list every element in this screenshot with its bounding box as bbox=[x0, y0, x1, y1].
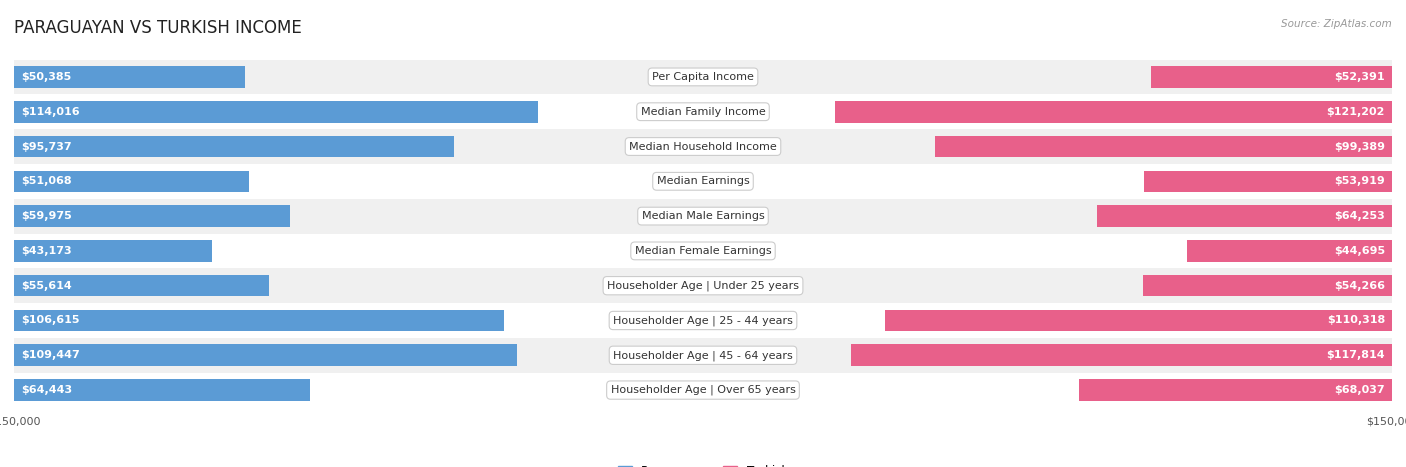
Text: $68,037: $68,037 bbox=[1334, 385, 1385, 395]
Text: Median Family Income: Median Family Income bbox=[641, 107, 765, 117]
Text: Householder Age | 45 - 64 years: Householder Age | 45 - 64 years bbox=[613, 350, 793, 361]
Text: $59,975: $59,975 bbox=[21, 211, 72, 221]
Bar bbox=[14, 205, 290, 227]
Text: $110,318: $110,318 bbox=[1327, 316, 1385, 325]
Text: $52,391: $52,391 bbox=[1334, 72, 1385, 82]
Text: $51,068: $51,068 bbox=[21, 177, 72, 186]
Bar bbox=[1144, 170, 1392, 192]
Text: Householder Age | Over 65 years: Householder Age | Over 65 years bbox=[610, 385, 796, 396]
Bar bbox=[14, 345, 517, 366]
Bar bbox=[14, 66, 246, 88]
Text: $109,447: $109,447 bbox=[21, 350, 80, 360]
Text: Median Household Income: Median Household Income bbox=[628, 142, 778, 151]
Text: $64,253: $64,253 bbox=[1334, 211, 1385, 221]
Bar bbox=[1143, 275, 1392, 297]
Text: Per Capita Income: Per Capita Income bbox=[652, 72, 754, 82]
Bar bbox=[14, 310, 503, 331]
Bar bbox=[835, 101, 1392, 122]
Text: Source: ZipAtlas.com: Source: ZipAtlas.com bbox=[1281, 19, 1392, 28]
Bar bbox=[1152, 66, 1392, 88]
Text: $53,919: $53,919 bbox=[1334, 177, 1385, 186]
Text: Householder Age | Under 25 years: Householder Age | Under 25 years bbox=[607, 281, 799, 291]
Text: $50,385: $50,385 bbox=[21, 72, 72, 82]
Text: $44,695: $44,695 bbox=[1334, 246, 1385, 256]
Bar bbox=[14, 129, 1392, 164]
Bar bbox=[14, 94, 1392, 129]
Bar bbox=[14, 59, 1392, 94]
Bar bbox=[14, 269, 1392, 303]
Bar bbox=[14, 373, 1392, 408]
Text: $64,443: $64,443 bbox=[21, 385, 72, 395]
Text: $114,016: $114,016 bbox=[21, 107, 80, 117]
Bar bbox=[14, 234, 1392, 269]
Text: $54,266: $54,266 bbox=[1334, 281, 1385, 290]
Bar bbox=[14, 164, 1392, 198]
Text: $95,737: $95,737 bbox=[21, 142, 72, 151]
Legend: Paraguayan, Turkish: Paraguayan, Turkish bbox=[613, 460, 793, 467]
Text: $121,202: $121,202 bbox=[1327, 107, 1385, 117]
Bar bbox=[935, 136, 1392, 157]
Bar bbox=[1187, 240, 1392, 262]
Text: $99,389: $99,389 bbox=[1334, 142, 1385, 151]
Text: Householder Age | 25 - 44 years: Householder Age | 25 - 44 years bbox=[613, 315, 793, 326]
Bar bbox=[14, 379, 311, 401]
Bar bbox=[14, 275, 270, 297]
Text: $43,173: $43,173 bbox=[21, 246, 72, 256]
Bar bbox=[14, 338, 1392, 373]
Bar bbox=[1097, 205, 1392, 227]
Text: Median Earnings: Median Earnings bbox=[657, 177, 749, 186]
Text: $55,614: $55,614 bbox=[21, 281, 72, 290]
Bar bbox=[851, 345, 1392, 366]
Bar bbox=[1080, 379, 1392, 401]
Bar bbox=[886, 310, 1392, 331]
Bar bbox=[14, 198, 1392, 234]
Text: $106,615: $106,615 bbox=[21, 316, 80, 325]
Text: Median Male Earnings: Median Male Earnings bbox=[641, 211, 765, 221]
Bar bbox=[14, 170, 249, 192]
Bar bbox=[14, 240, 212, 262]
Bar bbox=[14, 136, 454, 157]
Bar bbox=[14, 303, 1392, 338]
Text: $117,814: $117,814 bbox=[1326, 350, 1385, 360]
Text: Median Female Earnings: Median Female Earnings bbox=[634, 246, 772, 256]
Text: PARAGUAYAN VS TURKISH INCOME: PARAGUAYAN VS TURKISH INCOME bbox=[14, 19, 302, 37]
Bar bbox=[14, 101, 537, 122]
